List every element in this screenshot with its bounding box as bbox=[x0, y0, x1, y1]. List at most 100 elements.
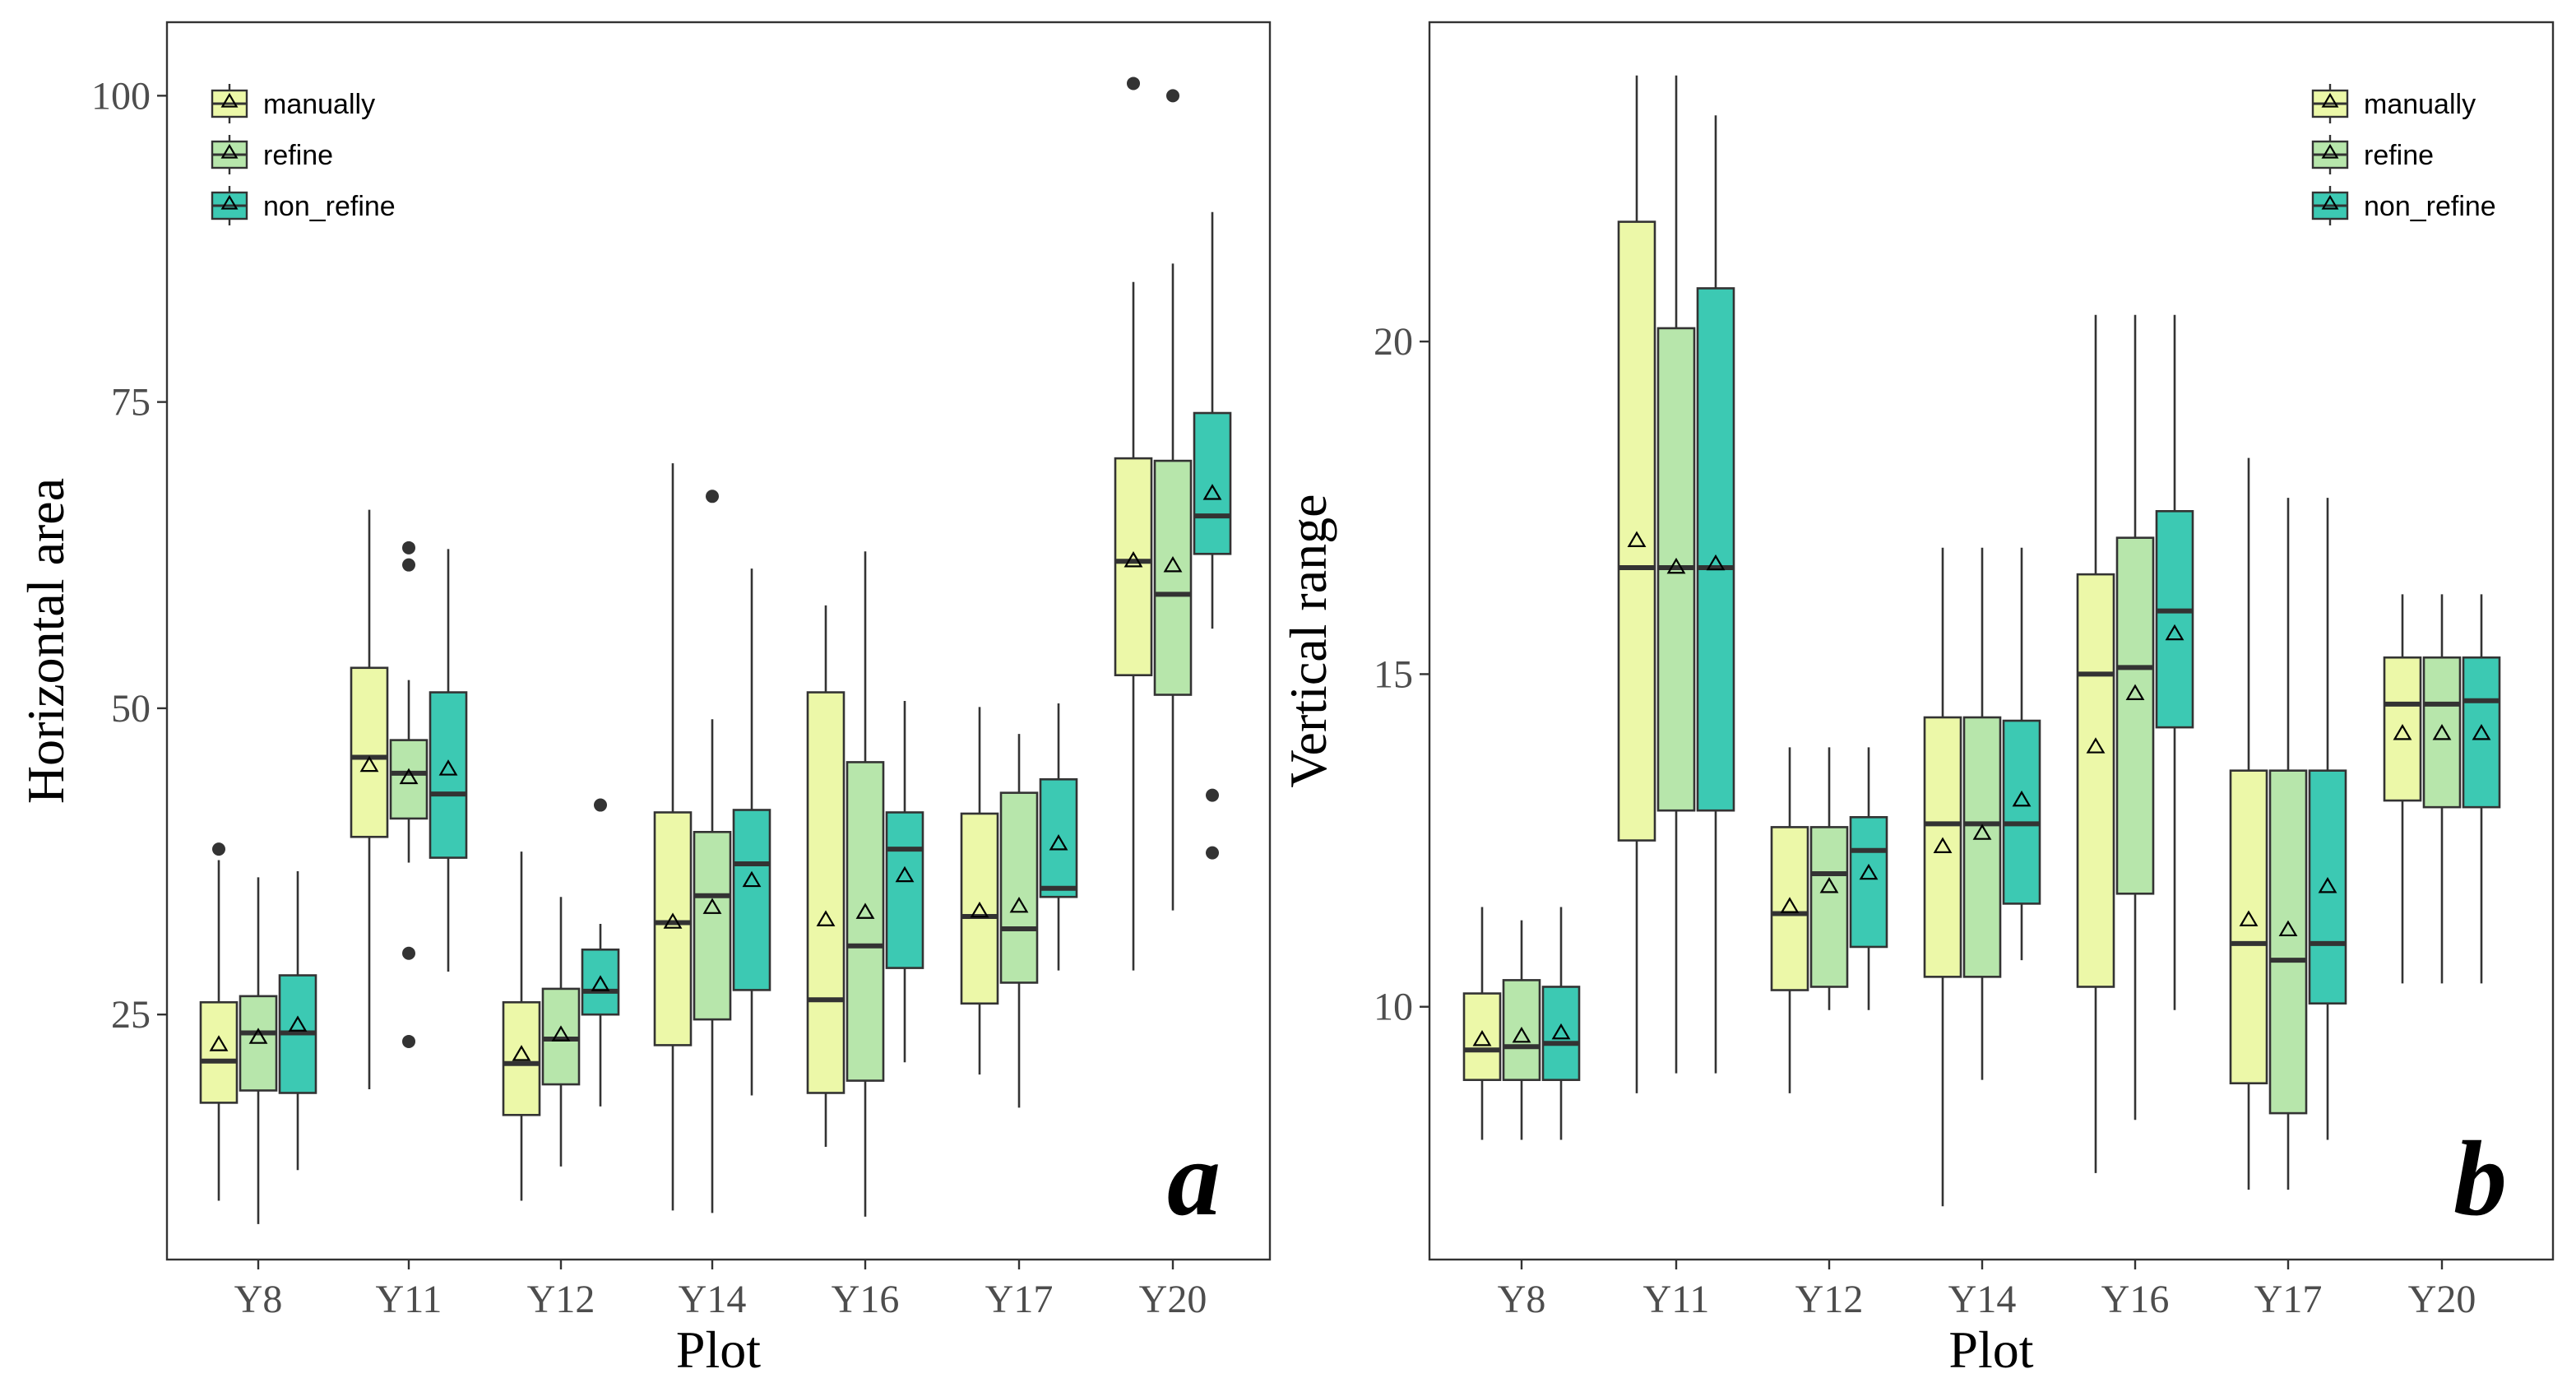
y-tick-label: 100 bbox=[91, 74, 151, 118]
box-iqr bbox=[885, 811, 924, 969]
mean-marker bbox=[248, 1028, 268, 1044]
legend-label-refine: refine bbox=[263, 140, 333, 171]
mean-marker bbox=[1972, 824, 1992, 840]
legend-key-mean bbox=[2321, 92, 2339, 108]
mean-marker bbox=[742, 870, 762, 888]
box-manually-Y16 bbox=[806, 605, 846, 1148]
box-iqr bbox=[1696, 287, 1735, 812]
box-non_refine-Y14 bbox=[732, 568, 771, 1096]
legend-key-non_refine bbox=[211, 186, 248, 225]
box-manually-Y8 bbox=[199, 842, 239, 1201]
legend-label-refine: refine bbox=[2364, 140, 2434, 171]
box-manually-Y11 bbox=[1617, 75, 1656, 1093]
box-manually-Y16 bbox=[2076, 314, 2115, 1173]
legend-key-mean bbox=[220, 92, 239, 108]
box-manually-Y12 bbox=[502, 851, 541, 1201]
box-refine-Y12 bbox=[1809, 747, 1849, 1010]
y-tick-label: 75 bbox=[111, 381, 151, 425]
box-iqr bbox=[2308, 769, 2347, 1005]
mean-marker bbox=[551, 1025, 571, 1042]
box-refine-Y11 bbox=[389, 541, 429, 1048]
box-iqr bbox=[1809, 826, 1849, 988]
x-tick-label: Y12 bbox=[1795, 1278, 1864, 1321]
mean-marker bbox=[209, 1035, 229, 1051]
box-iqr bbox=[1462, 992, 1502, 1081]
legend: manually refine non_refine bbox=[211, 84, 396, 225]
box-iqr bbox=[2422, 656, 2462, 809]
panel-a: 25 50 75 100 Y8 Y11 Y12 Y14 Y16 Y17 Y20 Plot Horizon… bbox=[16, 21, 1272, 1379]
box-refine-Y14 bbox=[693, 490, 732, 1213]
box-iqr bbox=[653, 811, 693, 1046]
mean-marker bbox=[1124, 551, 1143, 568]
box-non_refine-Y17 bbox=[2308, 498, 2347, 1140]
box-non_refine-Y16 bbox=[885, 700, 924, 1063]
legend-label-non_refine: non_refine bbox=[263, 191, 396, 222]
box-refine-Y17 bbox=[999, 734, 1039, 1108]
box-iqr bbox=[2229, 769, 2268, 1085]
box-manually-Y17 bbox=[960, 707, 999, 1075]
x-tick-label: Y11 bbox=[376, 1278, 442, 1321]
box-refine-Y16 bbox=[2115, 314, 2155, 1121]
box-non_refine-Y12 bbox=[1849, 747, 1888, 1010]
mean-marker bbox=[1627, 531, 1647, 548]
mean-marker bbox=[1666, 557, 1686, 574]
legend-key-refine bbox=[2311, 135, 2349, 174]
mean-marker bbox=[2393, 724, 2412, 740]
mean-marker bbox=[2432, 724, 2452, 740]
legend-key-mean bbox=[2321, 194, 2339, 210]
mean-marker bbox=[855, 902, 875, 919]
mean-marker bbox=[816, 910, 836, 926]
box-iqr bbox=[1193, 411, 1232, 555]
y-tick-label: 50 bbox=[111, 687, 151, 731]
mean-marker bbox=[2086, 737, 2106, 754]
outlier-point bbox=[402, 541, 415, 554]
box-iqr bbox=[732, 809, 771, 991]
x-tick-label: Y16 bbox=[832, 1278, 900, 1321]
box-non_refine-Y8 bbox=[278, 870, 317, 1171]
y-tick-label: 25 bbox=[111, 993, 151, 1037]
mean-marker bbox=[1706, 554, 1726, 571]
outlier-point bbox=[1166, 89, 1179, 103]
x-tick-label: Y17 bbox=[2254, 1278, 2323, 1321]
mean-marker bbox=[1163, 555, 1183, 573]
box-iqr bbox=[2155, 510, 2194, 729]
box-iqr bbox=[1849, 815, 1888, 949]
legend-key-mean bbox=[220, 194, 239, 210]
mean-marker bbox=[2318, 877, 2337, 893]
legend: manually refine non_refine bbox=[2311, 84, 2496, 225]
box-manually-Y12 bbox=[1770, 747, 1809, 1093]
box-manually-Y20 bbox=[1114, 77, 1153, 971]
mean-marker bbox=[399, 768, 419, 785]
box-refine-Y11 bbox=[1656, 75, 1696, 1074]
box-manually-Y11 bbox=[350, 509, 389, 1090]
box-refine-Y14 bbox=[1962, 547, 2002, 1080]
x-tick-label: Y17 bbox=[985, 1278, 1054, 1321]
outlier-point bbox=[594, 798, 607, 812]
box-iqr bbox=[1039, 777, 1078, 898]
x-axis-title: Plot bbox=[676, 1320, 761, 1379]
mean-marker bbox=[359, 755, 379, 773]
mean-marker bbox=[2165, 624, 2185, 641]
x-tick-label: Y8 bbox=[1498, 1278, 1546, 1321]
legend-key-manually bbox=[211, 84, 248, 123]
mean-marker bbox=[1202, 484, 1222, 500]
box-refine-Y20 bbox=[2422, 594, 2462, 984]
x-tick-label: Y20 bbox=[1139, 1278, 1207, 1321]
box-iqr bbox=[2383, 656, 2422, 802]
mean-marker bbox=[1819, 877, 1839, 893]
box-manually-Y20 bbox=[2383, 594, 2422, 984]
box-iqr bbox=[389, 739, 429, 820]
box-iqr bbox=[1962, 716, 2002, 978]
box-iqr bbox=[1770, 826, 1809, 991]
box-iqr bbox=[1153, 459, 1193, 696]
box-iqr bbox=[846, 761, 885, 1082]
box-iqr bbox=[2268, 769, 2308, 1115]
box-non_refine-Y11 bbox=[1696, 115, 1735, 1074]
box-iqr bbox=[999, 791, 1039, 984]
x-axis-title: Plot bbox=[1948, 1320, 2033, 1379]
mean-marker bbox=[288, 1015, 308, 1032]
box-non_refine-Y12 bbox=[581, 798, 620, 1107]
box-non_refine-Y11 bbox=[429, 549, 468, 972]
box-manually-Y17 bbox=[2229, 457, 2268, 1190]
